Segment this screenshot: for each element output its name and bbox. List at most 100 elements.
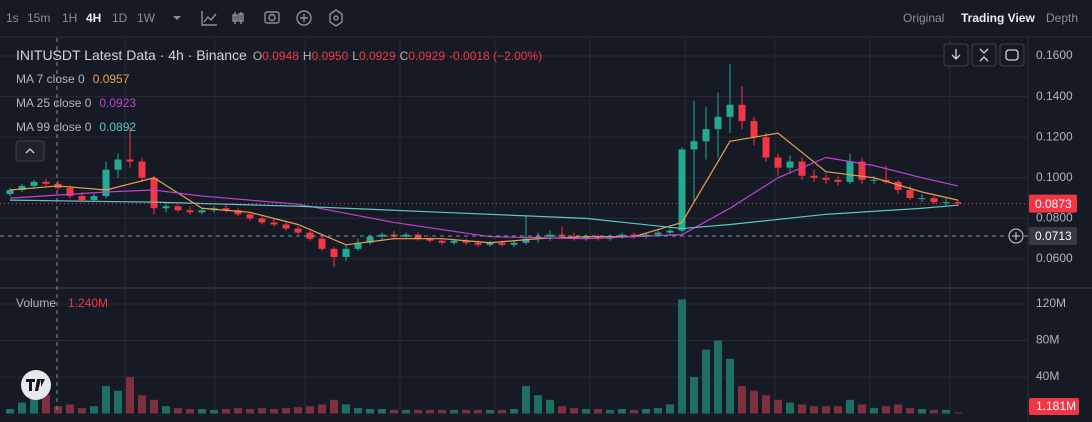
time-grid [124, 38, 951, 414]
candle-body [270, 222, 278, 225]
volume-bar [438, 409, 446, 414]
interval-button[interactable]: 4H [86, 11, 102, 25]
volume-bar [270, 408, 278, 414]
candle-body [438, 240, 446, 243]
add-icon[interactable] [296, 10, 312, 26]
collapse-button[interactable] [971, 43, 997, 67]
volume-bar [258, 408, 266, 414]
volume-bar [234, 408, 242, 414]
reset-button[interactable] [999, 43, 1025, 67]
volume-bar [402, 409, 410, 414]
candle-body [426, 238, 434, 241]
volume-bar [630, 409, 638, 414]
candle-body [294, 228, 302, 233]
indicator-icon[interactable] [201, 11, 217, 26]
ohlc-value: 0.0948 [262, 49, 299, 63]
volume-bar [366, 408, 374, 414]
add-alert-button[interactable] [1008, 228, 1024, 244]
y-tick-label: 0.1400 [1036, 89, 1073, 103]
ohlc-value: 0.0929 [358, 49, 396, 63]
volume-bar [882, 406, 890, 414]
tradingview-logo[interactable] [21, 370, 51, 400]
ohlc-value: 0.0929 [408, 49, 446, 63]
interval-button[interactable]: 1H [62, 11, 78, 25]
ma-legend: MA 7 close 0 0.0957 [16, 71, 129, 87]
volume-bar [918, 408, 926, 414]
candle-body [90, 196, 98, 201]
candle-body [846, 161, 854, 182]
view-button[interactable]: Original [903, 11, 945, 25]
volume-bar [546, 399, 554, 414]
volume-bar [282, 408, 290, 414]
interval-button[interactable]: 1W [137, 11, 155, 25]
candle-body [786, 161, 794, 168]
volume-bar [294, 407, 302, 414]
candle-body [330, 248, 338, 257]
ma-legend: MA 25 close 0 0.0923 [16, 95, 136, 111]
volume-bar [162, 406, 170, 414]
volume-bar [390, 409, 398, 414]
volume-bar [702, 349, 710, 414]
volume-name: Volume [16, 296, 57, 310]
candle-body [366, 236, 374, 243]
volume-bar [102, 386, 110, 414]
legend-toggle[interactable] [15, 140, 45, 162]
y-tick-label: 0.1000 [1036, 170, 1073, 184]
volume-bar [426, 409, 434, 414]
interval-button[interactable]: 1D [112, 11, 128, 25]
volume-bar [726, 358, 734, 414]
volume-bar [774, 399, 782, 414]
chart-legend: INITUSDT Latest Data · 4h · Binance O0.09… [16, 46, 542, 65]
candle-body [666, 230, 674, 233]
volume-bar [222, 408, 230, 414]
interval-dropdown[interactable] [173, 16, 181, 20]
candle-body [342, 248, 350, 257]
ohlc-key: C [399, 49, 409, 63]
volume-bar [558, 406, 566, 414]
volume-bar [18, 402, 26, 414]
volume-bar [246, 408, 254, 414]
candle-body [462, 240, 470, 243]
volume-legend: Volume 1.240M [16, 295, 108, 311]
volume-bar [858, 404, 866, 414]
view-button[interactable]: Depth [1046, 11, 1079, 25]
volume-bar [126, 377, 134, 414]
candle-body [66, 187, 74, 197]
ma-legend: MA 99 close 0 0.0892 [16, 119, 136, 135]
volume-bar [654, 408, 662, 414]
volume-value: 1.240M [68, 296, 109, 310]
volume-tick-label: 80M [1036, 333, 1059, 347]
chart-type-icon[interactable] [232, 12, 244, 24]
candle-body [654, 232, 662, 235]
candle-body [774, 157, 782, 168]
candle-body [894, 181, 902, 190]
candle-body [306, 232, 314, 239]
candle-body [354, 242, 362, 249]
interval-button[interactable]: 15m [27, 11, 51, 25]
volume-bar [378, 408, 386, 414]
view-button[interactable]: Trading View [961, 11, 1035, 25]
candle-body [942, 202, 950, 204]
settings-icon[interactable] [329, 9, 343, 27]
candle-body [186, 210, 194, 213]
candle-body [834, 179, 842, 182]
interval-button[interactable]: 1s [6, 11, 19, 25]
candle-body [486, 242, 494, 245]
volume-bar [522, 386, 530, 414]
candle-body [414, 234, 422, 239]
candle-body [498, 242, 506, 245]
crosshair-price-label: 0.0713 [1035, 229, 1072, 243]
candle-body [822, 177, 830, 180]
ma-value: 0.0923 [99, 96, 137, 110]
volume-bar [810, 406, 818, 414]
plot-area [0, 55, 1028, 414]
volume-tag [1029, 398, 1079, 415]
volume-bar [954, 412, 962, 414]
snapshot-icon[interactable] [264, 11, 280, 24]
volume-bar [486, 409, 494, 414]
candle-body [258, 218, 266, 223]
volume-bar [930, 409, 938, 414]
candle-body [162, 206, 170, 209]
candle-body [174, 206, 182, 211]
